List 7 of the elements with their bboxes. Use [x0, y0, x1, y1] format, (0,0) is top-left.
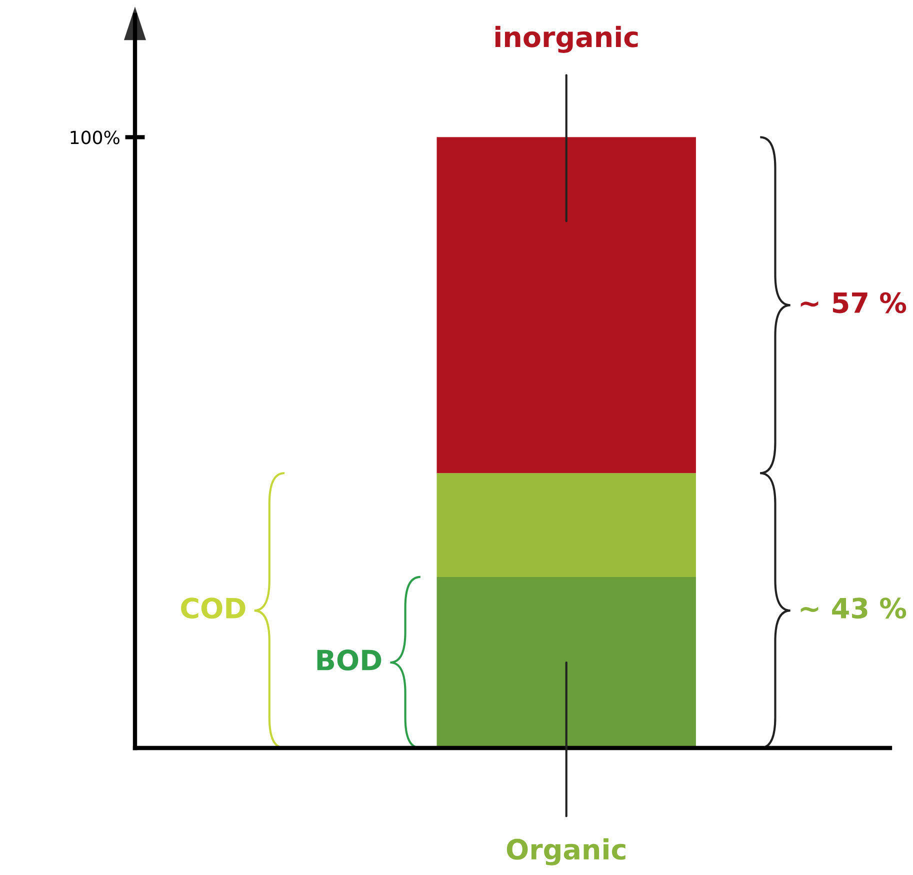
text: ~ 43 % — [800, 598, 906, 619]
text: Organic — [506, 838, 626, 866]
text: ~ 57 % — [800, 292, 906, 314]
text: 100% — [70, 130, 120, 144]
text: inorganic — [495, 26, 638, 53]
text: BOD — [317, 650, 382, 671]
text: COD — [181, 598, 246, 619]
